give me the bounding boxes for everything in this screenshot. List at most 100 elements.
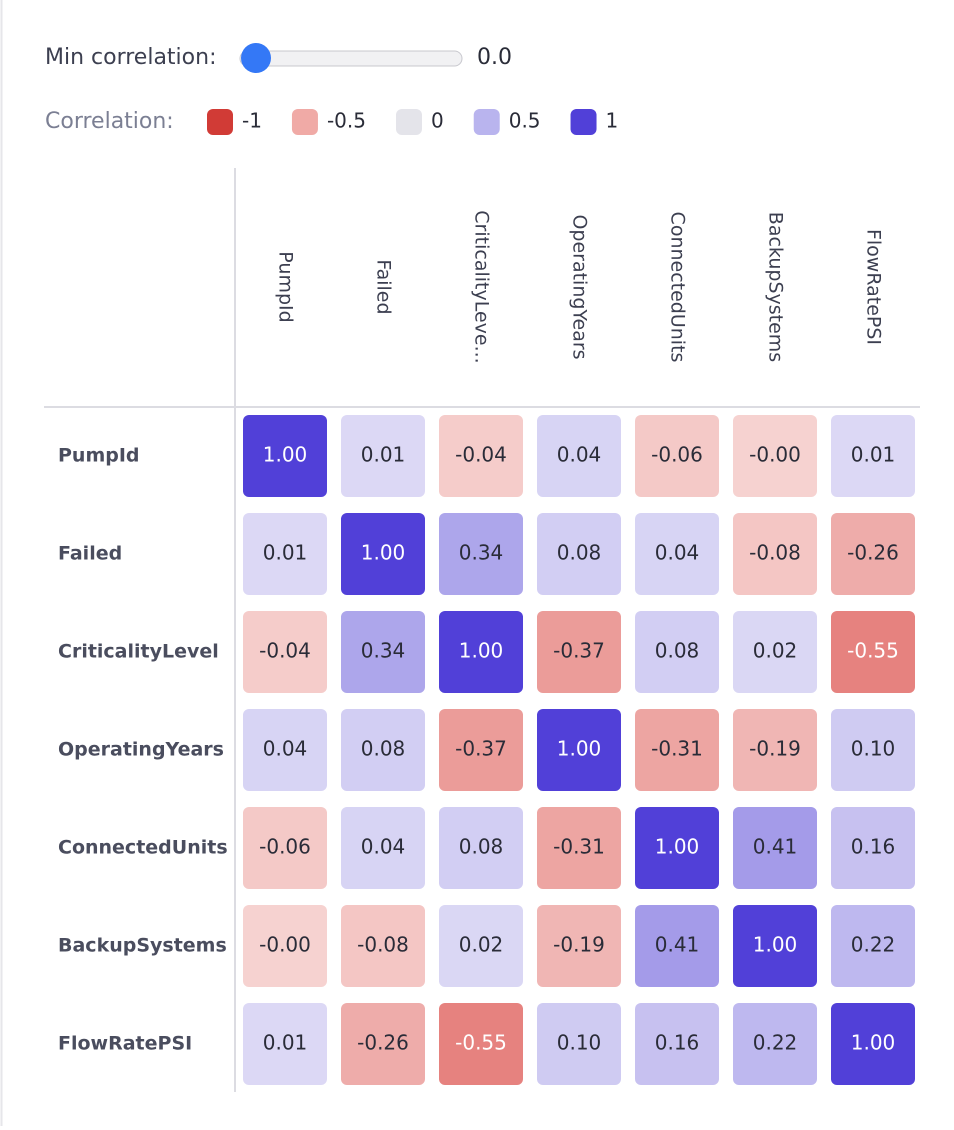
- cell-value: -0.19: [749, 737, 801, 761]
- column-label: PumpId: [275, 251, 297, 322]
- heatmap-cell: [243, 415, 327, 497]
- slider-label: Min correlation:: [45, 45, 217, 70]
- cell-value: 0.08: [459, 835, 504, 859]
- cell-value: 0.04: [361, 835, 406, 859]
- cell-value: -0.26: [847, 541, 899, 565]
- slider-track[interactable]: [239, 50, 463, 67]
- heatmap-cell: [635, 709, 719, 791]
- legend-label: 1: [606, 109, 619, 133]
- heatmap-cell: [439, 905, 523, 987]
- heatmap-cell: [537, 709, 621, 791]
- heatmap-cell: [243, 709, 327, 791]
- heatmap-cell: [439, 1003, 523, 1085]
- legend-swatch: [291, 109, 318, 135]
- legend-swatch: [395, 109, 422, 135]
- cell-value: 1.00: [557, 737, 602, 761]
- row-label: FlowRatePSI: [58, 1033, 192, 1055]
- heatmap-cell: [439, 807, 523, 889]
- cell-value: 1.00: [655, 835, 700, 859]
- heatmap-cell: [243, 1003, 327, 1085]
- column-label: BackupSystems: [765, 212, 787, 362]
- cell-value: -0.55: [847, 639, 899, 663]
- heatmap-cell: [831, 905, 915, 987]
- slider-thumb[interactable]: [241, 43, 271, 73]
- row-label: ConnectedUnits: [58, 837, 228, 859]
- slider-value: 0.0: [477, 45, 512, 70]
- heatmap-cell: [341, 1003, 425, 1085]
- cell-value: 0.16: [655, 1031, 700, 1055]
- heatmap-cell: [341, 611, 425, 693]
- cell-value: 0.10: [557, 1031, 602, 1055]
- heatmap-cell: [733, 415, 817, 497]
- cell-value: 1.00: [361, 541, 406, 565]
- cell-value: 0.10: [851, 737, 896, 761]
- heatmap-cell: [341, 807, 425, 889]
- cell-value: -0.31: [553, 835, 605, 859]
- heatmap-cell: [733, 807, 817, 889]
- row-label: BackupSystems: [58, 935, 227, 957]
- heatmap-cell: [635, 415, 719, 497]
- column-label: ConnectedUnits: [667, 212, 689, 363]
- legend-title: Correlation:: [45, 109, 174, 134]
- cell-value: -0.37: [553, 639, 605, 663]
- cell-value: 0.41: [655, 933, 700, 957]
- heatmap-cell: [831, 513, 915, 595]
- cell-value: 1.00: [263, 443, 308, 467]
- cell-value: 0.01: [851, 443, 896, 467]
- heatmap-cell: [537, 1003, 621, 1085]
- heatmap-cell: [831, 611, 915, 693]
- cell-value: 0.04: [557, 443, 602, 467]
- cell-value: -0.04: [455, 443, 507, 467]
- cell-value: 0.08: [557, 541, 602, 565]
- cell-value: 0.08: [361, 737, 406, 761]
- cell-value: -0.31: [651, 737, 703, 761]
- cell-value: -0.06: [651, 443, 703, 467]
- legend-label: -1: [242, 109, 262, 133]
- heatmap-cell: [341, 513, 425, 595]
- cell-value: -0.04: [259, 639, 311, 663]
- heatmap-cell: [831, 807, 915, 889]
- cell-value: -0.37: [455, 737, 507, 761]
- row-label: Failed: [58, 543, 122, 565]
- heatmap-cell: [537, 905, 621, 987]
- cell-value: 0.41: [753, 835, 798, 859]
- heatmap-cell: [439, 709, 523, 791]
- heatmap-cell: [733, 905, 817, 987]
- cell-value: 0.22: [753, 1031, 798, 1055]
- cell-value: 1.00: [851, 1031, 896, 1055]
- cell-value: 1.00: [753, 933, 798, 957]
- cell-value: 1.00: [459, 639, 504, 663]
- column-label: CriticalityLeve...: [471, 210, 493, 363]
- cell-value: 0.04: [263, 737, 308, 761]
- cell-value: -0.00: [749, 443, 801, 467]
- heatmap-cell: [733, 1003, 817, 1085]
- heatmap-cell: [439, 611, 523, 693]
- cell-value: -0.00: [259, 933, 311, 957]
- column-label: OperatingYears: [569, 214, 591, 359]
- legend-swatch: [570, 109, 597, 135]
- heatmap-cell: [831, 1003, 915, 1085]
- heatmap-cell: [635, 807, 719, 889]
- heatmap-cell: [243, 513, 327, 595]
- heatmap-cell: [831, 415, 915, 497]
- cell-value: -0.08: [749, 541, 801, 565]
- heatmap-cell: [439, 415, 523, 497]
- cell-value: 0.04: [655, 541, 700, 565]
- heatmap-cell: [243, 905, 327, 987]
- heatmap-cell: [733, 709, 817, 791]
- heatmap-cell: [439, 513, 523, 595]
- cell-value: -0.26: [357, 1031, 409, 1055]
- heatmap-cell: [537, 415, 621, 497]
- cell-value: -0.55: [455, 1031, 507, 1055]
- cell-value: 0.01: [263, 541, 308, 565]
- row-label: OperatingYears: [58, 739, 224, 761]
- legend-swatch: [473, 109, 500, 135]
- row-label: CriticalityLevel: [58, 641, 219, 663]
- legend-label: -0.5: [327, 109, 366, 133]
- heatmap-cell: [635, 611, 719, 693]
- heatmap-cell: [537, 513, 621, 595]
- heatmap-cell: [341, 905, 425, 987]
- legend-label: 0: [431, 109, 444, 133]
- heatmap-cell: [635, 905, 719, 987]
